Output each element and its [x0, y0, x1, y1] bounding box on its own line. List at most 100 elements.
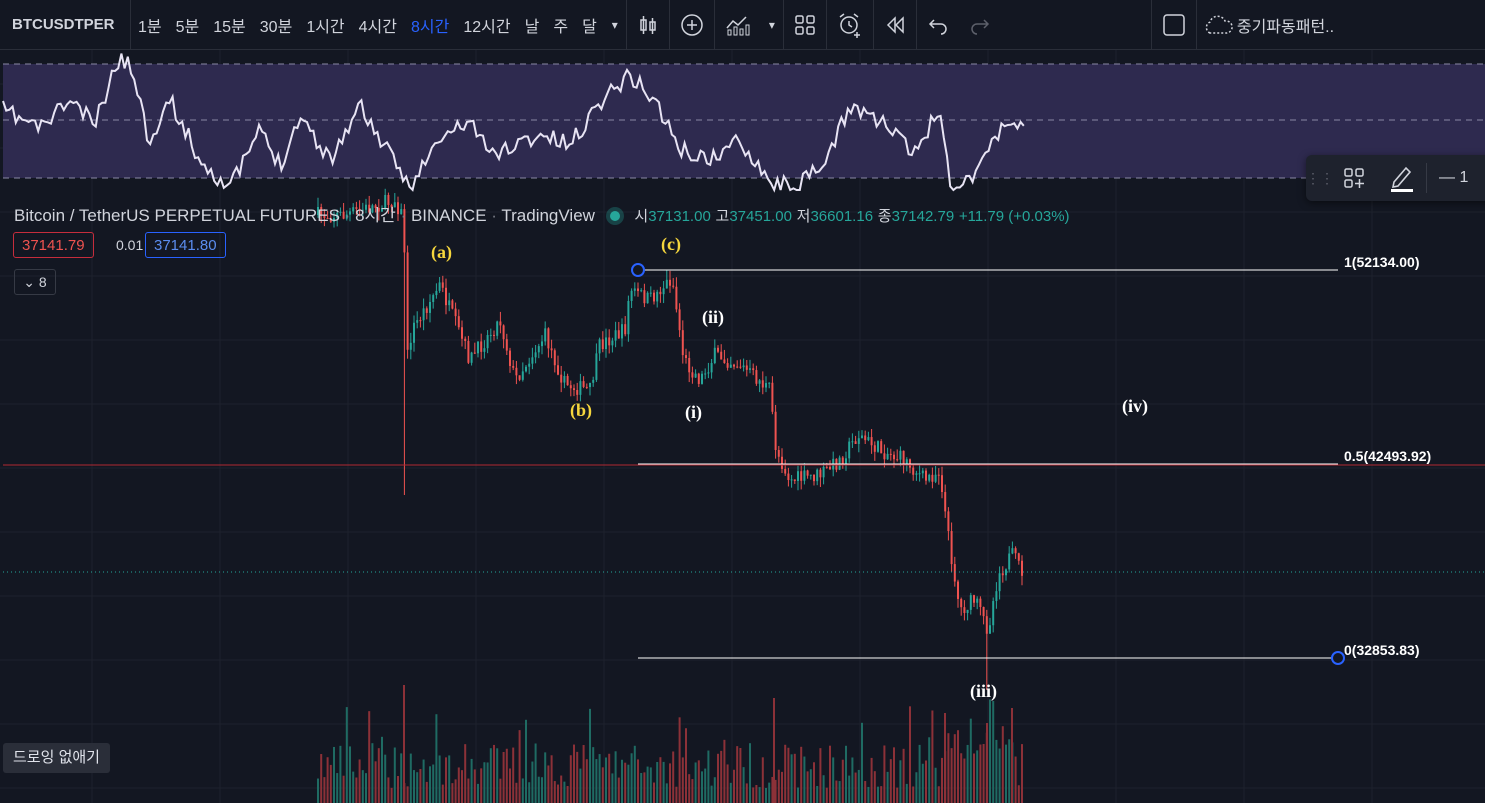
candle-body	[585, 386, 588, 388]
redo-icon[interactable]	[959, 0, 1001, 50]
wave-label-a[interactable]: (a)	[431, 242, 452, 262]
line-width-button[interactable]: — 1	[1427, 169, 1468, 187]
drag-handle-icon[interactable]: ⋮⋮	[1306, 169, 1334, 186]
volume-bar	[889, 759, 892, 803]
wave-label-c[interactable]: (c)	[661, 234, 681, 254]
hide-drawings-button[interactable]: 드로잉 없애기	[3, 743, 110, 773]
wave-label-ii[interactable]: (ii)	[702, 307, 724, 327]
replay-icon[interactable]	[874, 0, 916, 50]
interval-8[interactable]: 날	[524, 18, 540, 36]
candle-body	[787, 473, 790, 480]
volume-bar	[720, 750, 723, 803]
wave-label-iv[interactable]: (iv)	[1122, 396, 1148, 416]
volume-bar	[813, 762, 815, 803]
candle-body	[317, 207, 319, 215]
volume-bar	[854, 772, 857, 803]
volume-bar	[317, 778, 319, 803]
candle-body	[649, 292, 652, 294]
volume-bar	[845, 745, 847, 803]
volume-bar	[630, 753, 633, 803]
indicators-collapse-button[interactable]: ⌄ 8	[14, 269, 56, 295]
interval-9[interactable]: 주	[553, 18, 569, 36]
candle-body	[870, 437, 873, 446]
volume-spike	[773, 698, 775, 803]
instrument-title[interactable]: Bitcoin / TetherUS PERPETUAL FUTURES	[14, 206, 340, 225]
volume-bar	[793, 753, 796, 803]
price-chart[interactable]	[0, 50, 1485, 803]
candle-body	[969, 595, 972, 610]
symbol-search[interactable]: BTCUSDTPER	[12, 16, 115, 33]
candle-body	[560, 374, 563, 383]
volume-bar	[921, 763, 924, 803]
candle-body	[409, 342, 412, 350]
cloud-layout-button[interactable]: 중기파동패턴..	[1197, 0, 1340, 50]
candle-body	[406, 252, 409, 350]
volume-bar	[669, 763, 671, 803]
chevron-down-icon[interactable]: ▾	[611, 17, 618, 32]
candle-body	[809, 474, 812, 476]
fullscreen-square-icon[interactable]	[1152, 0, 1196, 50]
volume-bar	[841, 759, 844, 803]
layout-name-label: 중기파동패턴..	[1236, 18, 1335, 36]
candle-body	[646, 292, 649, 304]
candle-body	[477, 341, 479, 354]
open-value: 37131.00	[648, 208, 711, 225]
volume-bar	[665, 783, 668, 803]
wave-label-b[interactable]: (b)	[570, 400, 592, 420]
wave-label-i[interactable]: (i)	[685, 402, 702, 422]
candle-body	[960, 598, 963, 608]
interval-2[interactable]: 15분	[213, 18, 246, 36]
volume-bar	[678, 717, 681, 803]
indicators-icon[interactable]	[715, 0, 761, 50]
candle-body	[915, 473, 918, 475]
candle-body	[384, 194, 387, 209]
candle-body	[627, 300, 630, 335]
interval-3[interactable]: 30분	[259, 18, 293, 36]
candle-body	[694, 373, 697, 378]
volume-bar	[803, 756, 806, 803]
candle-body	[819, 469, 822, 478]
interval-1[interactable]: 5분	[175, 18, 200, 36]
candle-body	[1014, 548, 1017, 554]
wave-label-iii[interactable]: (iii)	[970, 681, 997, 701]
interval-7[interactable]: 12시간	[463, 18, 511, 36]
undo-icon[interactable]	[917, 0, 959, 50]
volume-bar	[608, 753, 611, 803]
candle-body	[829, 466, 831, 470]
volume-bar	[867, 786, 870, 803]
volume-bar	[400, 753, 403, 803]
layout-grid-icon[interactable]	[784, 0, 826, 50]
volume-bar	[518, 730, 521, 803]
chevron-down-icon: ⌄	[23, 274, 36, 290]
candle-body	[889, 453, 892, 455]
candle-body	[822, 466, 825, 478]
templates-icon[interactable]	[1330, 167, 1378, 189]
volume-bar	[953, 734, 956, 803]
volume-bar	[877, 786, 879, 803]
volume-bar	[1008, 739, 1011, 803]
candle-body	[717, 347, 719, 352]
interval-list: 1분 5분 15분 30분 1시간 4시간 8시간 12시간 날 주 달	[131, 13, 604, 37]
interval-10[interactable]: 달	[582, 18, 597, 36]
alert-clock-icon[interactable]	[827, 0, 873, 50]
chevron-down-icon[interactable]: ▾	[768, 17, 775, 32]
interval-0[interactable]: 1분	[138, 18, 162, 36]
interval-5[interactable]: 4시간	[358, 18, 397, 36]
volume-bar	[723, 739, 726, 803]
candle-style-icon[interactable]	[627, 0, 669, 50]
candle-body	[905, 459, 908, 466]
buy-price-button[interactable]: 37141.80	[145, 232, 226, 258]
volume-bar	[909, 706, 911, 803]
volume-bar	[326, 757, 329, 803]
high-label: 고	[715, 208, 730, 225]
volume-bar	[336, 773, 339, 803]
candle-body	[893, 454, 895, 460]
pencil-color-icon[interactable]	[1378, 164, 1426, 192]
sell-price-button[interactable]: 37141.79	[13, 232, 94, 258]
candle-body	[512, 365, 515, 368]
add-indicator-icon[interactable]	[670, 0, 714, 50]
candle-body	[387, 194, 390, 205]
interval-4[interactable]: 1시간	[306, 18, 345, 36]
volume-bar	[521, 778, 524, 803]
interval-6[interactable]: 8시간	[411, 18, 450, 36]
